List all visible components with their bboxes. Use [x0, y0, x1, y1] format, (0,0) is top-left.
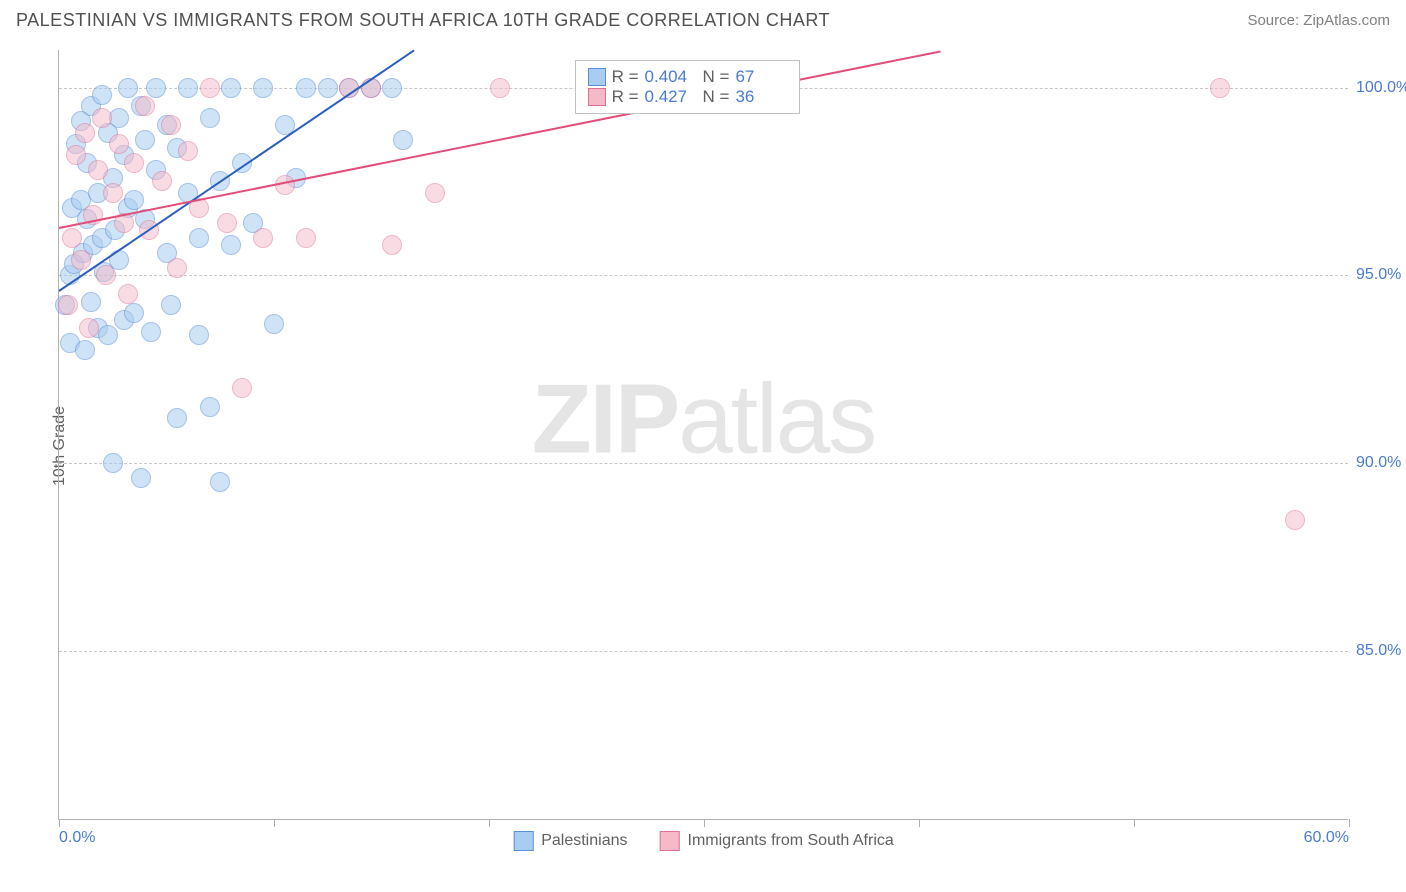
- swatch-icon: [659, 831, 679, 851]
- scatter-point-south_africa: [71, 250, 91, 270]
- watermark: ZIPatlas: [532, 363, 875, 476]
- scatter-point-south_africa: [109, 134, 129, 154]
- scatter-point-palestinians: [210, 472, 230, 492]
- y-tick-label: 85.0%: [1356, 642, 1406, 660]
- x-tick-label: 0.0%: [59, 829, 95, 847]
- chart-title: PALESTINIAN VS IMMIGRANTS FROM SOUTH AFR…: [16, 10, 830, 31]
- scatter-point-south_africa: [62, 228, 82, 248]
- scatter-point-palestinians: [221, 78, 241, 98]
- scatter-point-south_africa: [1285, 510, 1305, 530]
- scatter-point-south_africa: [217, 213, 237, 233]
- chart-plot-area: ZIPatlas 85.0%90.0%95.0%100.0%0.0%60.0%R…: [58, 50, 1348, 820]
- scatter-point-palestinians: [131, 468, 151, 488]
- scatter-point-south_africa: [135, 96, 155, 116]
- y-tick-label: 100.0%: [1356, 79, 1406, 97]
- scatter-point-south_africa: [232, 378, 252, 398]
- scatter-point-south_africa: [178, 141, 198, 161]
- n-label: N =: [703, 87, 730, 107]
- scatter-point-palestinians: [393, 130, 413, 150]
- scatter-point-south_africa: [75, 123, 95, 143]
- x-tick-mark: [274, 819, 275, 827]
- scatter-point-palestinians: [382, 78, 402, 98]
- scatter-point-south_africa: [152, 171, 172, 191]
- scatter-point-south_africa: [382, 235, 402, 255]
- scatter-point-south_africa: [79, 318, 99, 338]
- scatter-point-palestinians: [221, 235, 241, 255]
- scatter-point-south_africa: [58, 295, 78, 315]
- n-label: N =: [703, 67, 730, 87]
- scatter-point-palestinians: [296, 78, 316, 98]
- scatter-point-palestinians: [264, 314, 284, 334]
- scatter-point-palestinians: [103, 453, 123, 473]
- r-label: R =: [612, 87, 639, 107]
- series-legend: Palestinians Immigrants from South Africa: [513, 831, 894, 851]
- legend-label: Immigrants from South Africa: [687, 832, 893, 850]
- scatter-point-palestinians: [189, 228, 209, 248]
- correlation-row-south_africa: R = 0.427 N =36: [588, 87, 788, 107]
- scatter-point-palestinians: [141, 322, 161, 342]
- scatter-point-south_africa: [118, 284, 138, 304]
- scatter-point-south_africa: [103, 183, 123, 203]
- y-tick-label: 95.0%: [1356, 266, 1406, 284]
- r-label: R =: [612, 67, 639, 87]
- x-tick-mark: [489, 819, 490, 827]
- scatter-point-palestinians: [109, 108, 129, 128]
- scatter-point-palestinians: [318, 78, 338, 98]
- scatter-point-palestinians: [253, 78, 273, 98]
- x-tick-label: 60.0%: [1304, 829, 1349, 847]
- scatter-point-palestinians: [124, 190, 144, 210]
- scatter-point-south_africa: [296, 228, 316, 248]
- scatter-point-south_africa: [66, 145, 86, 165]
- x-tick-mark: [1134, 819, 1135, 827]
- scatter-point-palestinians: [200, 397, 220, 417]
- chart-source: Source: ZipAtlas.com: [1247, 12, 1390, 29]
- r-value: 0.427: [645, 87, 697, 107]
- scatter-point-palestinians: [161, 295, 181, 315]
- scatter-point-palestinians: [75, 340, 95, 360]
- legend-item-south_africa: Immigrants from South Africa: [659, 831, 893, 851]
- scatter-point-south_africa: [490, 78, 510, 98]
- scatter-point-palestinians: [200, 108, 220, 128]
- y-tick-label: 90.0%: [1356, 454, 1406, 472]
- gridline-h: [59, 651, 1348, 652]
- x-tick-mark: [704, 819, 705, 827]
- r-value: 0.404: [645, 67, 697, 87]
- scatter-point-south_africa: [253, 228, 273, 248]
- scatter-point-palestinians: [146, 78, 166, 98]
- scatter-point-south_africa: [161, 115, 181, 135]
- scatter-point-south_africa: [425, 183, 445, 203]
- scatter-point-south_africa: [92, 108, 112, 128]
- scatter-point-south_africa: [1210, 78, 1230, 98]
- gridline-h: [59, 275, 1348, 276]
- swatch-icon: [588, 88, 606, 106]
- n-value: 36: [735, 87, 787, 107]
- x-tick-mark: [1349, 819, 1350, 827]
- scatter-point-palestinians: [189, 325, 209, 345]
- correlation-legend: R = 0.404 N =67 R = 0.427 N =36: [575, 60, 801, 114]
- scatter-point-south_africa: [88, 160, 108, 180]
- scatter-point-south_africa: [96, 265, 116, 285]
- correlation-row-palestinians: R = 0.404 N =67: [588, 67, 788, 87]
- scatter-point-palestinians: [167, 408, 187, 428]
- swatch-icon: [588, 68, 606, 86]
- scatter-point-palestinians: [178, 78, 198, 98]
- scatter-point-palestinians: [92, 85, 112, 105]
- legend-label: Palestinians: [541, 832, 627, 850]
- scatter-point-palestinians: [98, 325, 118, 345]
- scatter-point-south_africa: [200, 78, 220, 98]
- gridline-h: [59, 463, 1348, 464]
- scatter-point-palestinians: [124, 303, 144, 323]
- scatter-point-palestinians: [135, 130, 155, 150]
- x-tick-mark: [919, 819, 920, 827]
- x-tick-mark: [59, 819, 60, 827]
- swatch-icon: [513, 831, 533, 851]
- legend-item-palestinians: Palestinians: [513, 831, 627, 851]
- scatter-point-south_africa: [124, 153, 144, 173]
- n-value: 67: [735, 67, 787, 87]
- scatter-point-south_africa: [275, 175, 295, 195]
- scatter-point-palestinians: [118, 78, 138, 98]
- scatter-point-palestinians: [81, 292, 101, 312]
- scatter-point-south_africa: [167, 258, 187, 278]
